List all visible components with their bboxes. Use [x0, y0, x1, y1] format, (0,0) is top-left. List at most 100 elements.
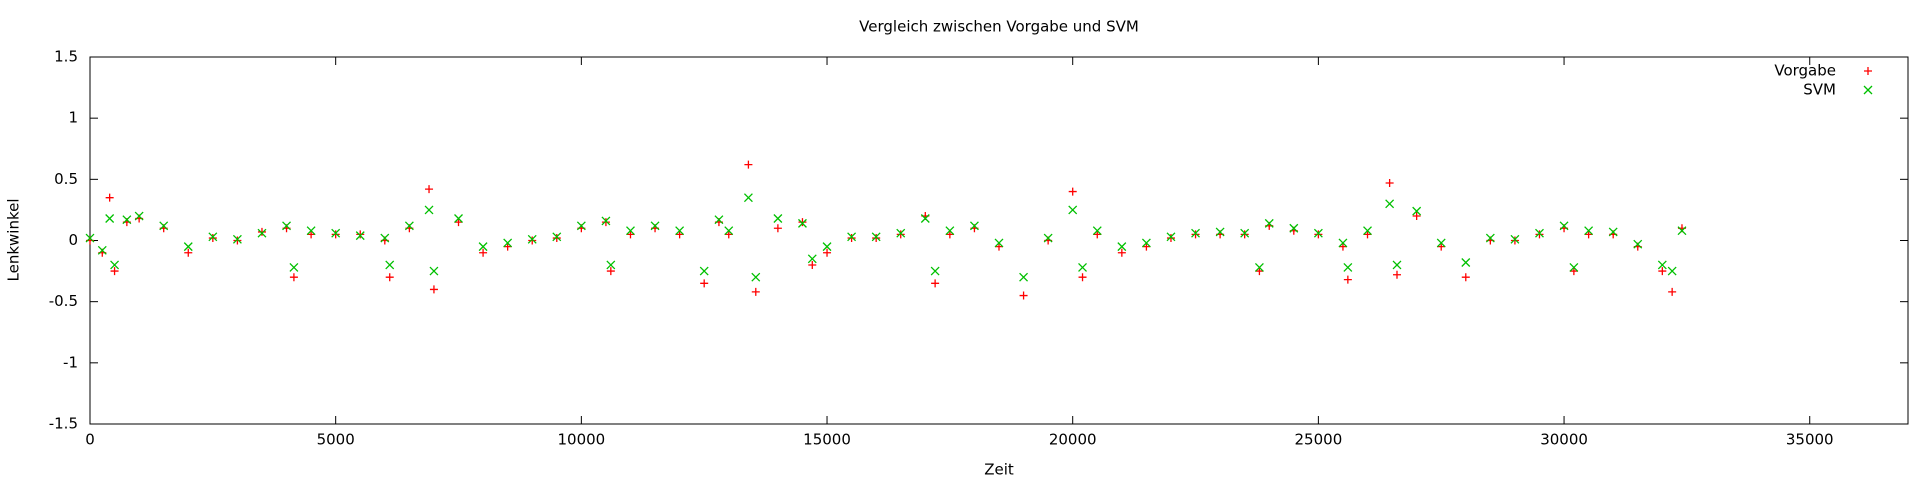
- point: [1569, 267, 1578, 276]
- point: [1240, 230, 1249, 239]
- point: [1510, 236, 1519, 245]
- point: [1535, 228, 1544, 238]
- point: [1608, 227, 1618, 237]
- point: [576, 221, 586, 231]
- point: [896, 228, 906, 238]
- point: [930, 266, 940, 276]
- point: [751, 272, 761, 282]
- point: [626, 230, 635, 239]
- point: [355, 231, 365, 241]
- point: [429, 266, 439, 276]
- point: [528, 236, 537, 245]
- point: [105, 193, 114, 202]
- point: [1338, 242, 1347, 251]
- legend-marker: [1864, 67, 1872, 75]
- point: [945, 226, 955, 236]
- y-tick-label: 0.5: [54, 170, 78, 188]
- point: [822, 242, 832, 252]
- point: [931, 279, 940, 288]
- y-tick-label: -1.5: [49, 415, 78, 433]
- chart-title: Vergleich zwischen Vorgabe und SVM: [859, 18, 1139, 36]
- point: [1191, 230, 1200, 239]
- x-tick-label: 0: [85, 431, 95, 449]
- point: [1677, 226, 1687, 236]
- y-axis-label: Lenkwinkel: [5, 198, 23, 281]
- point: [454, 218, 463, 227]
- point: [808, 260, 817, 269]
- point: [1254, 262, 1264, 272]
- point: [1240, 228, 1250, 238]
- point: [1093, 230, 1102, 239]
- point: [700, 279, 709, 288]
- point: [994, 238, 1004, 248]
- point: [1392, 260, 1402, 270]
- x-tick-label: 30000: [1540, 431, 1588, 449]
- point: [1633, 239, 1643, 249]
- point: [1385, 199, 1395, 209]
- point: [454, 214, 463, 223]
- point: [871, 232, 881, 242]
- point: [282, 221, 292, 231]
- point: [1343, 275, 1352, 284]
- point: [425, 185, 434, 194]
- point: [429, 285, 438, 294]
- point: [807, 254, 817, 264]
- x-tick-label: 20000: [1049, 431, 1097, 449]
- legend-label: Vorgabe: [1774, 62, 1836, 80]
- point: [797, 218, 807, 228]
- point: [380, 233, 390, 243]
- point: [606, 267, 615, 276]
- point: [134, 211, 144, 221]
- point: [1535, 230, 1544, 239]
- point: [872, 234, 881, 243]
- point: [773, 214, 783, 223]
- point: [896, 230, 905, 239]
- point: [183, 242, 193, 252]
- point: [1437, 242, 1446, 251]
- point: [751, 287, 760, 296]
- point: [1043, 233, 1053, 243]
- y-tick-label: 1: [68, 109, 78, 127]
- point: [1584, 230, 1593, 239]
- point: [122, 215, 132, 225]
- point: [601, 218, 610, 227]
- point: [1343, 262, 1353, 272]
- point: [1392, 270, 1401, 279]
- point: [1569, 262, 1579, 272]
- point: [307, 230, 316, 239]
- point: [1019, 291, 1028, 300]
- point: [1412, 212, 1421, 221]
- point: [1461, 273, 1470, 282]
- x-tick-label: 15000: [803, 431, 851, 449]
- point: [743, 193, 753, 203]
- point: [773, 224, 782, 233]
- point: [232, 234, 242, 244]
- point: [1141, 238, 1151, 248]
- point: [1338, 238, 1348, 248]
- point: [847, 232, 857, 242]
- point: [798, 218, 807, 227]
- point: [1559, 221, 1569, 231]
- x-tick-label: 10000: [557, 431, 605, 449]
- point: [675, 230, 684, 239]
- point: [552, 232, 562, 242]
- point: [1166, 234, 1175, 243]
- point: [1068, 205, 1078, 215]
- point: [110, 267, 119, 276]
- point: [1255, 267, 1264, 276]
- point: [1191, 228, 1200, 238]
- point: [1412, 206, 1422, 216]
- point: [385, 260, 395, 270]
- point: [995, 242, 1003, 251]
- point: [650, 221, 660, 231]
- y-tick-label: 0: [68, 231, 78, 249]
- point: [85, 233, 95, 243]
- point: [105, 214, 115, 223]
- point: [1019, 272, 1029, 282]
- point: [1117, 248, 1126, 257]
- y-tick-label: -0.5: [49, 292, 78, 310]
- point: [1363, 230, 1372, 239]
- point: [331, 230, 340, 239]
